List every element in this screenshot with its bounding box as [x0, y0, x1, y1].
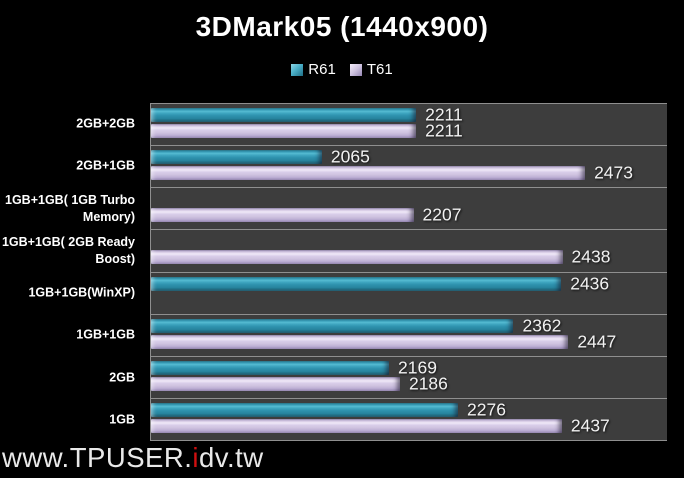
category-band: 2276 2437: [151, 399, 667, 440]
bar-value-label: 2065: [330, 146, 370, 167]
category-band: 2211 2211: [151, 104, 667, 147]
legend-item-r61: R61: [291, 61, 336, 78]
category-label: 2GB: [109, 370, 135, 385]
bar-value-label: 2438: [571, 246, 611, 267]
bar-t61: 2186: [151, 373, 448, 393]
category-band: 2438: [151, 230, 667, 273]
watermark: www.TPUSER.idv.tw: [2, 442, 264, 474]
bar-value-label: 2211: [425, 120, 463, 141]
category-label: 2GB+1GB: [76, 158, 135, 173]
bar-t61: 2438: [151, 247, 610, 267]
bar-value-label: 2186: [408, 373, 448, 394]
category-label: 2GB+2GB: [76, 116, 135, 131]
watermark-suffix: dv.tw: [199, 442, 264, 473]
bar-t61: 2447: [151, 331, 616, 351]
bar-r61: 2362: [151, 315, 561, 335]
bar-r61: 2065: [151, 147, 370, 167]
category-axis: 2GB+2GB 2GB+1GB 1GB+1GB( 1GB Turbo Memory) 1…: [0, 103, 143, 441]
chart-title: 3DMark05 (1440x900): [195, 11, 489, 42]
category-label: 1GB+1GB: [76, 327, 135, 342]
bar-r61: 2211: [151, 105, 463, 125]
bar-value-label: 2207: [422, 204, 462, 225]
bar-value-label: 2447: [577, 331, 617, 352]
legend: R61 T61: [0, 61, 684, 78]
r61-swatch-icon: [291, 63, 304, 76]
bar-t61: 2473: [151, 163, 633, 183]
category-label: 1GB: [109, 412, 135, 427]
bar-r61: 2276: [151, 399, 506, 419]
category-band: 2169 2186: [151, 357, 667, 399]
bar-value-label: 2436: [570, 273, 610, 293]
plot-area: 2211 2211 2065 2473 2207 2438 2436 2362 2447 2169…: [150, 103, 667, 441]
bar-value-label: 2473: [594, 162, 634, 183]
t61-swatch-icon: [349, 63, 362, 76]
bar-value-label: 2362: [522, 315, 562, 336]
category-label: 1GB+1GB(WinXP): [28, 285, 135, 300]
bar-r61: 2436: [151, 273, 609, 293]
category-label: 1GB+1GB( 2GB Ready Boost): [1, 234, 135, 266]
bar-t61: 2211: [151, 121, 463, 141]
bar-value-label: 2437: [570, 415, 610, 436]
bar-value-label: 2169: [398, 357, 437, 378]
bar-value-label: 2211: [425, 104, 463, 125]
category-band: 2207: [151, 188, 667, 231]
bar-value-label: 2276: [467, 399, 506, 420]
watermark-prefix: www.TPUSER.: [2, 442, 193, 473]
legend-label-t61: T61: [366, 61, 393, 78]
category-band: 2436: [151, 273, 667, 315]
category-band: 2065 2473: [151, 146, 667, 189]
watermark-highlight: i: [192, 442, 200, 473]
bar-r61: 2169: [151, 357, 437, 377]
legend-label-r61: R61: [308, 61, 336, 78]
bar-t61: 2437: [151, 415, 610, 435]
category-label: 1GB+1GB( 1GB Turbo Memory): [5, 192, 135, 224]
bar-t61: 2207: [151, 205, 461, 225]
legend-item-t61: T61: [349, 61, 393, 78]
category-band: 2362 2447: [151, 315, 667, 357]
